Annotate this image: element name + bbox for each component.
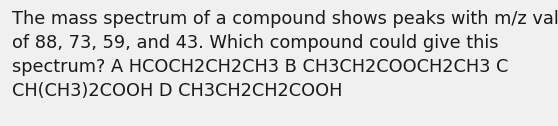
Text: The mass spectrum of a compound shows peaks with m/z values
of 88, 73, 59, and 4: The mass spectrum of a compound shows pe…	[12, 10, 558, 100]
